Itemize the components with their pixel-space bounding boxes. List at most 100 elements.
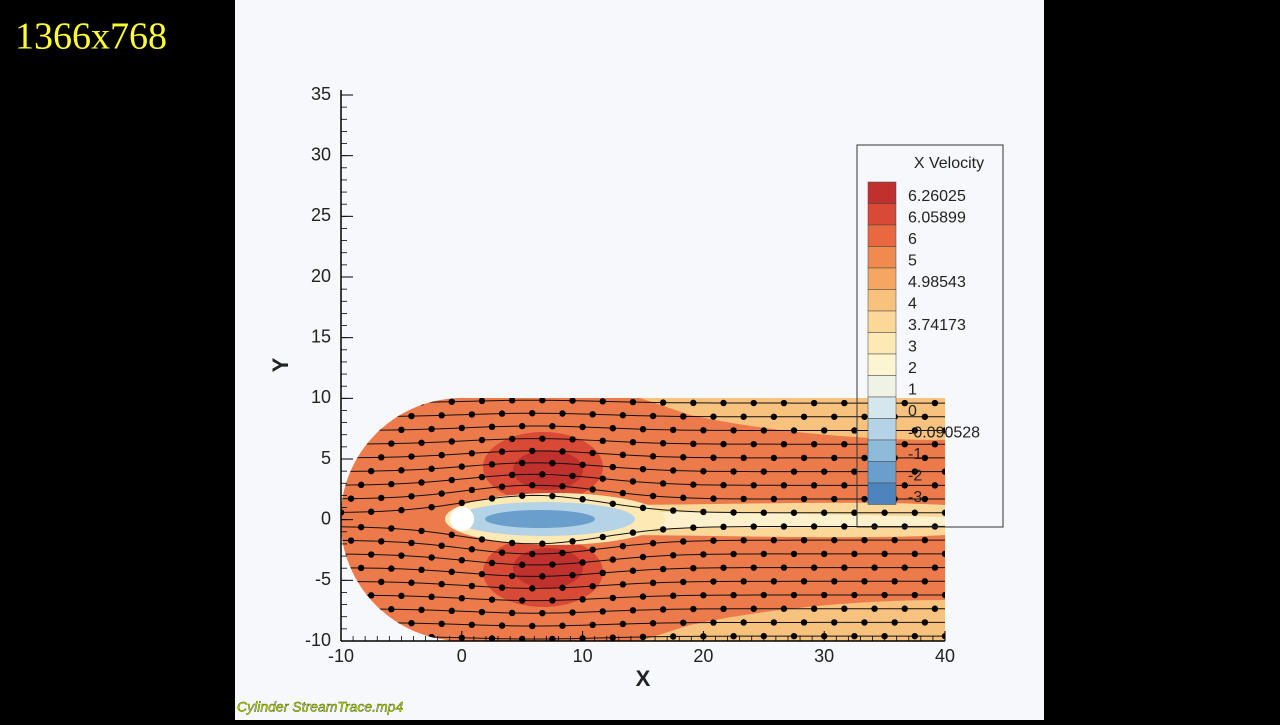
stream-marker [589, 546, 596, 553]
stream-marker [720, 440, 727, 448]
stream-marker [810, 564, 818, 571]
stream-marker [780, 482, 788, 489]
stream-marker [851, 427, 858, 434]
legend-label: 2 [908, 360, 917, 377]
stream-marker [800, 536, 808, 544]
stream-marker [831, 536, 838, 544]
stream-marker [378, 494, 385, 502]
stream-marker [730, 427, 737, 434]
stream-marker [519, 597, 526, 604]
legend-label: 1 [908, 382, 917, 399]
stream-marker [810, 399, 818, 407]
legend-swatch [867, 461, 897, 484]
stream-marker [740, 454, 747, 462]
stream-marker [921, 413, 929, 420]
stream-marker [488, 596, 496, 603]
stream-marker [519, 459, 526, 467]
stream-marker [760, 591, 767, 599]
stream-marker [659, 480, 667, 487]
stream-marker [659, 399, 667, 406]
legend-swatch [867, 310, 897, 333]
stream-marker [418, 566, 425, 574]
stream-marker [529, 410, 536, 417]
stream-marker [498, 549, 506, 556]
stream-marker [478, 536, 486, 543]
stream-marker [357, 564, 365, 572]
stream-marker [569, 398, 576, 404]
x-tick-label: 0 [457, 646, 467, 666]
y-tick-label: 0 [321, 508, 331, 528]
legend-swatch [867, 353, 897, 376]
stream-marker [861, 413, 868, 420]
legend-swatch [867, 224, 897, 247]
stream-marker [438, 451, 445, 459]
legend-title: X Velocity [914, 155, 984, 172]
stream-marker [670, 467, 677, 474]
stream-marker [750, 399, 757, 407]
stream-marker [639, 593, 647, 600]
stream-marker [680, 454, 687, 461]
stream-marker [619, 542, 627, 550]
stream-marker [821, 550, 828, 558]
stream-marker [398, 467, 405, 474]
stream-marker [750, 605, 757, 612]
stream-marker [649, 412, 657, 420]
legend-swatch [867, 289, 897, 312]
stream-marker [478, 570, 486, 578]
stream-marker [438, 580, 445, 588]
stream-marker [710, 578, 717, 585]
stream-marker [871, 605, 878, 612]
stream-marker [841, 399, 848, 407]
stream-marker [418, 527, 425, 535]
stream-marker [629, 529, 637, 536]
stream-marker [790, 591, 798, 599]
y-tick-label: 20 [311, 266, 331, 286]
stream-marker [921, 454, 929, 462]
stream-marker [841, 605, 848, 612]
stream-marker [700, 468, 707, 475]
legend-label: 4.98543 [908, 274, 966, 291]
stream-marker [357, 481, 365, 489]
x-tick-label: 10 [573, 646, 593, 666]
stream-marker [770, 619, 778, 626]
stream-marker [831, 413, 838, 420]
stream-marker [780, 564, 788, 571]
stream-marker [579, 423, 586, 431]
stream-marker [579, 496, 586, 503]
stream-marker [388, 480, 395, 488]
stream-marker [861, 454, 868, 462]
stream-marker [478, 473, 486, 481]
stream-marker [569, 571, 576, 579]
stream-marker [458, 499, 465, 507]
stream-marker [760, 427, 767, 434]
stream-marker [730, 632, 737, 640]
stream-marker [549, 459, 556, 467]
stream-marker [368, 592, 375, 599]
stream-marker [488, 423, 496, 431]
stream-marker [609, 463, 616, 471]
stream-marker [881, 550, 888, 558]
stream-marker [498, 410, 506, 417]
stream-marker [619, 451, 627, 459]
stream-marker [468, 546, 476, 553]
stream-marker [609, 594, 616, 602]
stream-marker [680, 494, 687, 501]
y-tick-label: 30 [311, 144, 331, 164]
stream-marker [760, 468, 767, 475]
stream-marker [388, 440, 395, 447]
stream-marker [559, 483, 566, 490]
stream-marker [659, 565, 667, 573]
stream-marker [700, 551, 707, 558]
stream-marker [519, 561, 526, 568]
stream-marker [770, 578, 778, 585]
y-tick-label: 35 [311, 84, 331, 104]
stream-marker [670, 507, 677, 514]
stream-marker [931, 564, 939, 571]
stream-marker [670, 552, 677, 559]
stream-marker [378, 578, 385, 586]
stream-marker [821, 591, 828, 599]
stream-marker [740, 537, 747, 544]
stream-marker [659, 526, 667, 533]
stream-marker [861, 619, 868, 626]
